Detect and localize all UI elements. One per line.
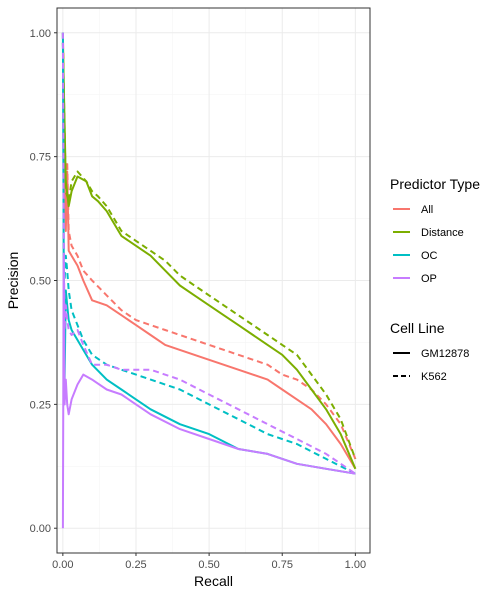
series-line-op-k562 — [61, 32, 356, 475]
series-line-all-gm12878 — [61, 32, 357, 470]
legend-title-predictor-type: Predictor Type — [390, 176, 480, 192]
plot-panel — [56, 7, 371, 554]
y-axis-ticks: 0.00 0.25 0.50 0.75 1.00 — [30, 28, 57, 535]
y-tick-label: 0.25 — [30, 399, 51, 411]
series-line-distance-gm12878 — [61, 42, 357, 470]
series-line-op-gm12878 — [61, 254, 356, 529]
x-tick-label: 0.75 — [272, 559, 293, 571]
legend-label-k562: K562 — [421, 371, 447, 383]
x-tick-label: 0.50 — [198, 559, 219, 571]
y-tick-label: 1.00 — [30, 28, 51, 40]
legend-label-all: All — [421, 204, 433, 216]
series-lines — [61, 32, 357, 529]
x-axis-title: Recall — [194, 573, 233, 589]
legend-label-gm12878: GM12878 — [421, 348, 469, 360]
legend-title-cell-line: Cell Line — [390, 320, 445, 336]
x-tick-label: 1.00 — [345, 559, 366, 571]
legend-label-oc: OC — [421, 250, 438, 262]
series-line-all-k562 — [61, 32, 357, 460]
y-tick-label: 0.75 — [30, 152, 51, 164]
series-line-distance-k562 — [61, 42, 357, 460]
y-axis-title: Precision — [5, 252, 21, 310]
x-tick-label: 0.00 — [52, 559, 73, 571]
y-tick-label: 0.50 — [30, 276, 51, 288]
y-tick-label: 0.00 — [30, 523, 51, 535]
legend-label-op: OP — [421, 273, 437, 285]
x-tick-label: 0.25 — [125, 559, 146, 571]
x-axis-ticks: 0.00 0.25 0.50 0.75 1.00 — [52, 553, 366, 571]
legend-label-distance: Distance — [421, 227, 464, 239]
legend: Predictor Type All Distance OC OP Cell Line GM… — [390, 176, 480, 383]
